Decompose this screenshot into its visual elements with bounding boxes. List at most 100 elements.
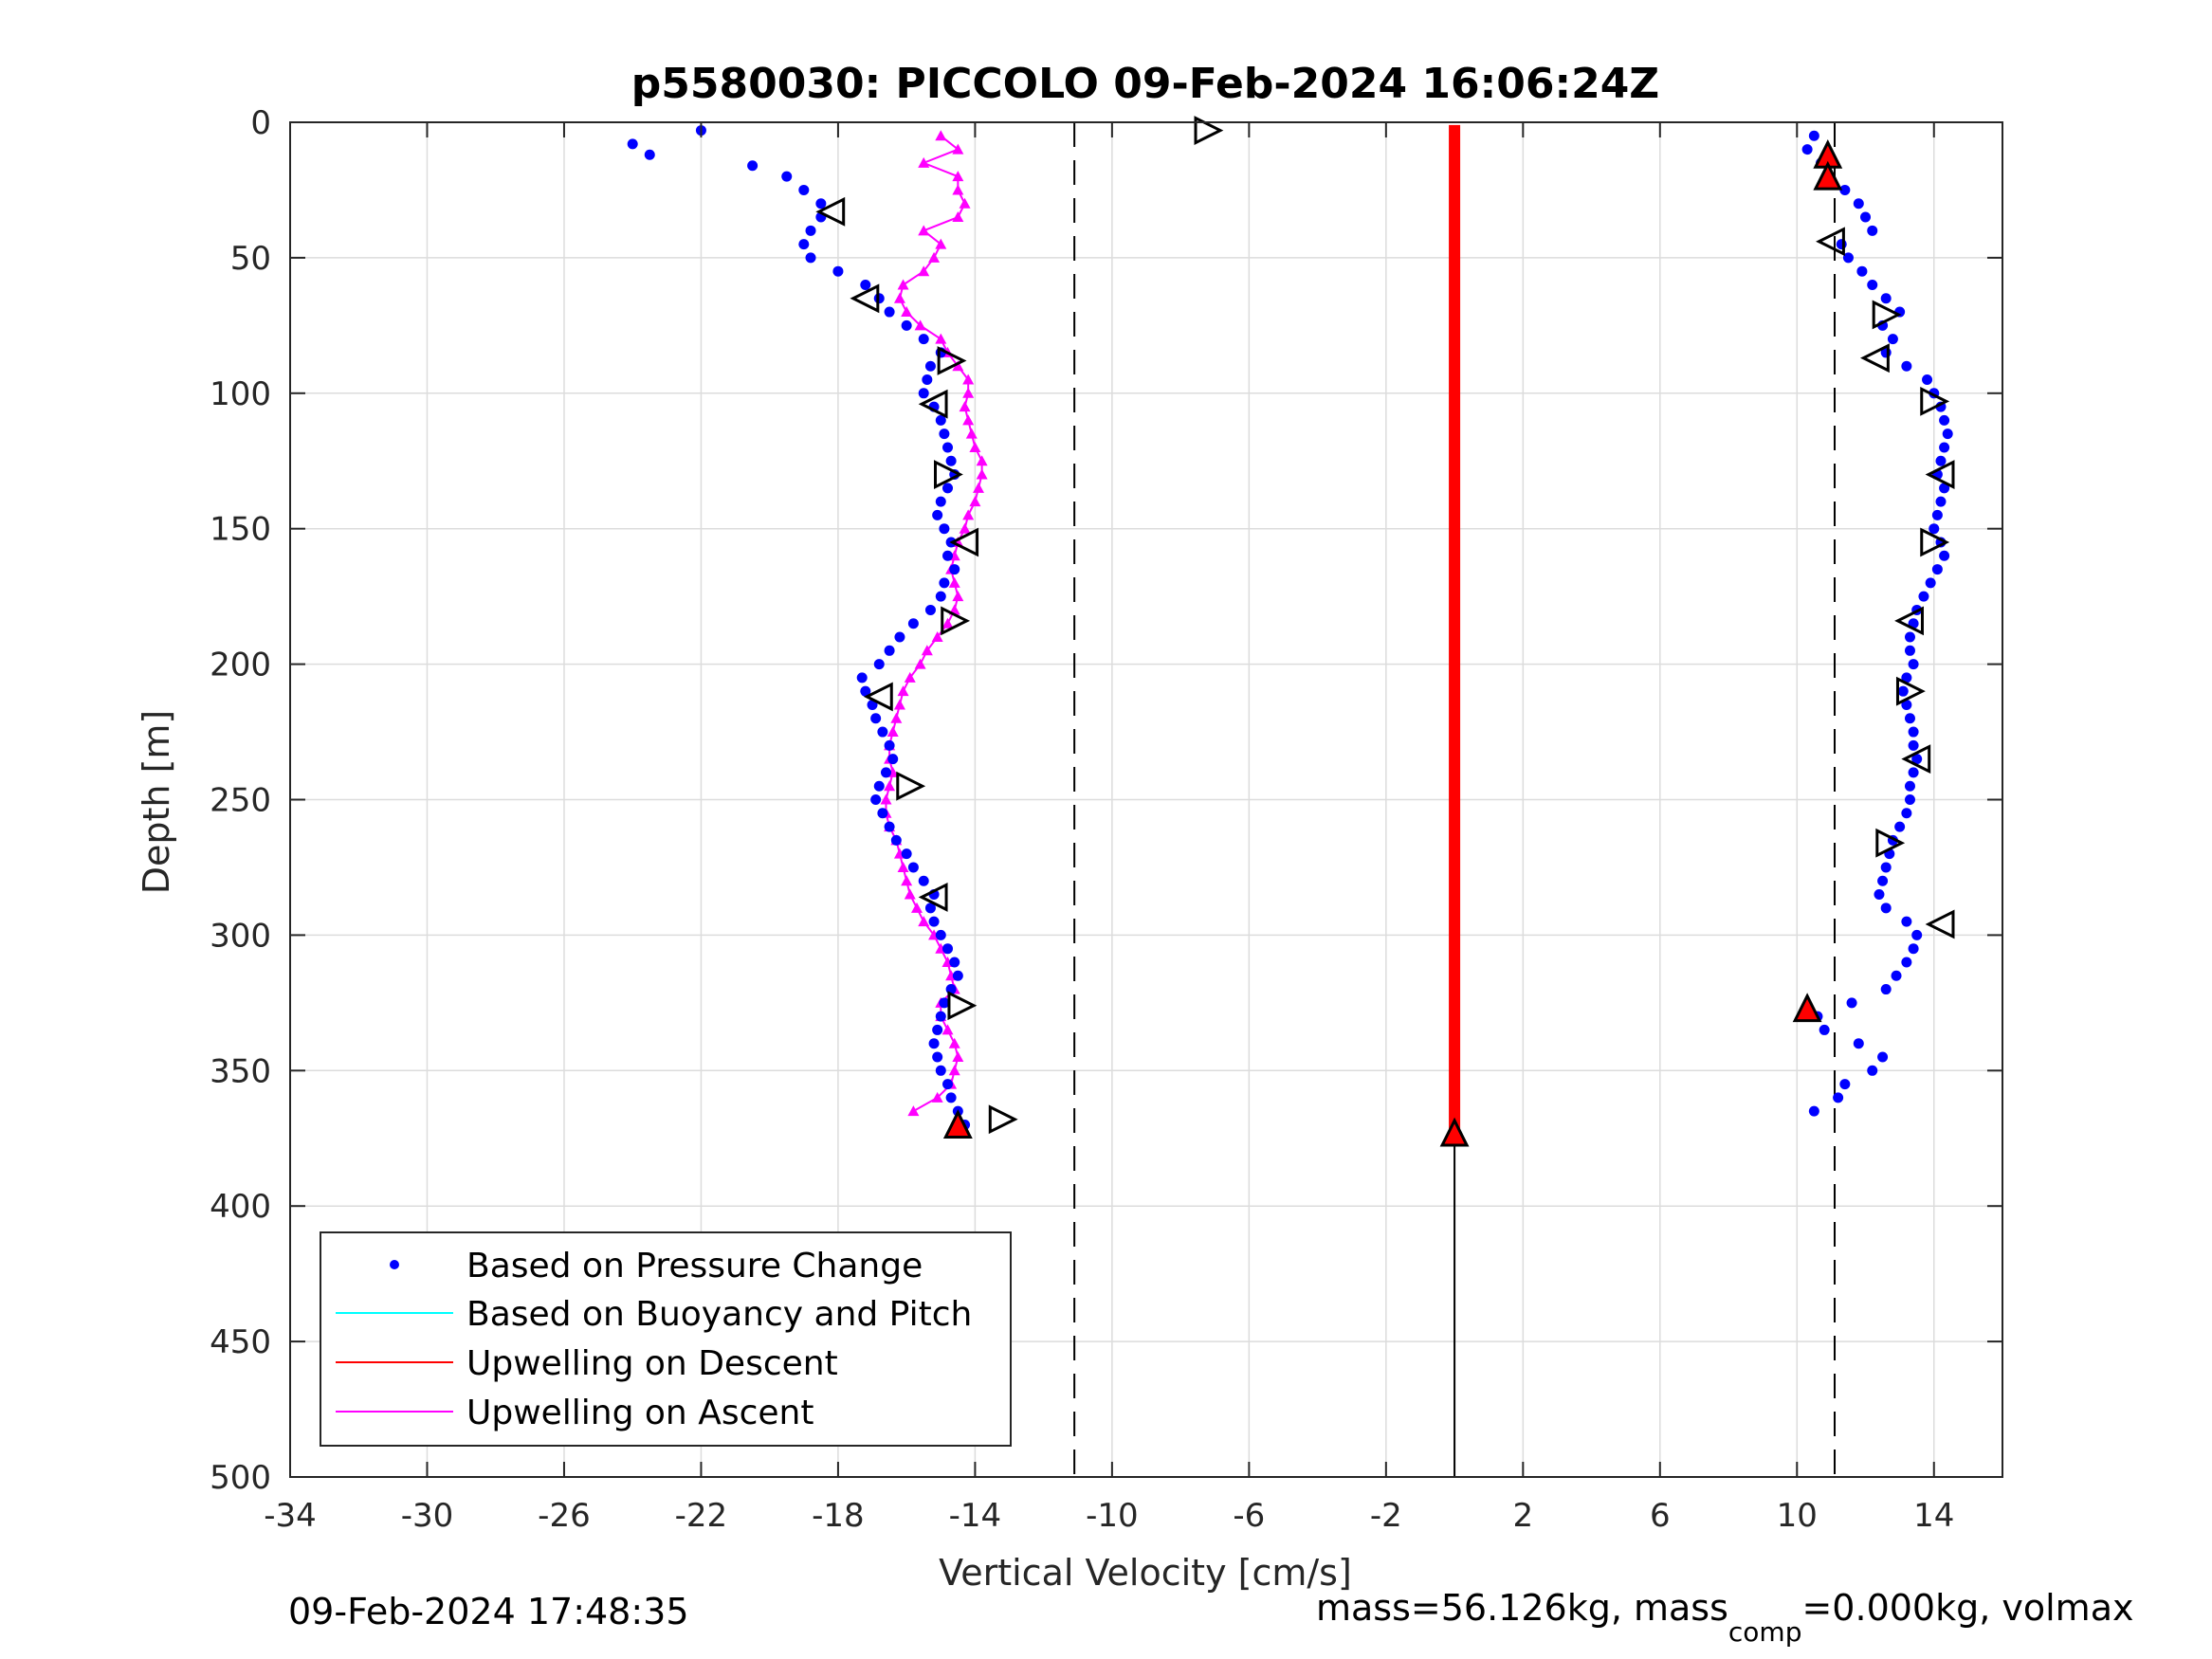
legend-box	[320, 1231, 1012, 1447]
pressure-point-descent	[1931, 509, 1943, 520]
pressure-point-ascent	[935, 414, 946, 426]
ascent-upwelling-point	[918, 156, 930, 168]
y-tick-label: 0	[250, 104, 271, 142]
pressure-point-ascent	[918, 875, 929, 886]
pressure-point-descent	[1836, 239, 1847, 250]
y-tick-label: 150	[210, 511, 271, 549]
pressure-point-descent	[1908, 726, 1919, 738]
ascent-triangle-marker	[850, 283, 880, 314]
ascent-upwelling-point	[952, 143, 964, 155]
pressure-point-ascent	[860, 685, 871, 697]
pressure-point-descent	[1808, 130, 1819, 141]
pressure-point-descent	[1925, 577, 1936, 589]
pressure-point-descent	[1833, 1092, 1844, 1103]
pressure-point-ascent	[928, 916, 940, 927]
ascent-upwelling-point	[928, 251, 941, 263]
pressure-point-ascent	[922, 374, 933, 386]
pressure-point-ascent	[907, 618, 919, 629]
pressure-point-descent	[1908, 739, 1919, 751]
pressure-point-ascent	[901, 319, 912, 331]
pressure-point-ascent	[884, 739, 895, 751]
pressure-point-ascent	[939, 523, 950, 535]
pressure-point-ascent	[884, 821, 895, 832]
pressure-point-ascent	[815, 198, 827, 210]
pressure-point-ascent	[942, 943, 954, 955]
data-marks	[627, 116, 1955, 1147]
pressure-point-descent	[1867, 225, 1878, 236]
legend: Based on Pressure Change Based on Buoyan…	[320, 1231, 1012, 1447]
pressure-point-descent	[1860, 211, 1872, 223]
pressure-point-ascent	[939, 997, 950, 1009]
ascent-upwelling-point	[935, 130, 947, 141]
ascent-upwelling-point	[904, 888, 916, 900]
descent-triangle-marker	[1901, 744, 1931, 775]
pressure-point-ascent	[870, 713, 882, 724]
ascent-upwelling-point	[952, 1051, 964, 1063]
pressure-point-descent	[1904, 631, 1915, 643]
legend-label-buoyancy: Based on Buoyancy and Pitch	[466, 1295, 972, 1334]
pressure-point-ascent	[939, 577, 950, 589]
y-tick-label: 250	[210, 782, 271, 820]
pressure-point-ascent	[877, 726, 888, 738]
x-tick-label: 10	[1777, 1497, 1818, 1535]
pressure-point-descent	[1880, 984, 1892, 995]
pressure-point-descent	[1918, 591, 1929, 602]
ascent-upwelling-point	[952, 360, 964, 372]
pressure-point-descent	[1908, 943, 1919, 955]
pressure-point-descent	[1839, 184, 1851, 195]
ascent-triangle-marker	[918, 882, 948, 912]
descent-triangle-marker	[1816, 227, 1845, 257]
pressure-point-ascent	[644, 149, 655, 160]
pressure-point-ascent	[877, 808, 888, 819]
pressure-point-descent	[1939, 483, 1950, 494]
pressure-point-descent	[1894, 821, 1906, 832]
descent-triangle-marker	[1925, 909, 1955, 939]
ascent-upwelling-point	[893, 292, 905, 303]
red-triangle-marker	[1792, 993, 1822, 1023]
pressure-point-ascent	[887, 754, 899, 765]
ascent-upwelling-point	[890, 712, 903, 723]
pressure-point-ascent	[935, 1065, 946, 1076]
pressure-point-descent	[1808, 1105, 1819, 1117]
pressure-point-ascent	[935, 929, 946, 940]
ascent-upwelling-point	[918, 265, 930, 277]
legend-label-pressure: Based on Pressure Change	[466, 1247, 923, 1285]
pressure-point-ascent	[798, 184, 810, 195]
pressure-point-ascent	[832, 265, 844, 277]
ascent-triangle-marker	[896, 771, 926, 801]
pressure-point-ascent	[949, 564, 960, 575]
ascent-upwelling-point	[962, 414, 975, 426]
pressure-point-ascent	[935, 1011, 946, 1022]
pressure-point-descent	[1908, 659, 1919, 670]
ascent-upwelling-point	[969, 496, 981, 507]
x-tick-label: 2	[1512, 1497, 1533, 1535]
descent-triangle-marker	[1875, 828, 1906, 858]
x-tick-label: -26	[538, 1497, 591, 1535]
ascent-upwelling-point	[948, 576, 960, 588]
descent-triangle-marker	[1894, 606, 1924, 636]
x-tick-label: -6	[1233, 1497, 1265, 1535]
ascent-upwelling-point	[897, 279, 909, 290]
descent-triangle-marker	[1920, 527, 1950, 557]
ascent-upwelling-point	[904, 671, 916, 683]
ascent-upwelling-point	[959, 197, 971, 209]
pressure-point-ascent	[952, 970, 963, 981]
pressure-point-ascent	[884, 645, 895, 656]
ascent-upwelling-point	[901, 875, 913, 886]
ascent-upwelling-point	[893, 699, 905, 710]
pressure-point-descent	[1939, 550, 1950, 561]
pressure-point-descent	[1901, 360, 1912, 372]
pressure-point-ascent	[860, 279, 871, 290]
pressure-point-ascent	[939, 428, 950, 440]
pressure-point-descent	[1874, 889, 1885, 901]
legend-label-ascent: Upwelling on Ascent	[466, 1394, 814, 1432]
pressure-point-ascent	[935, 496, 946, 507]
ascent-upwelling-point	[948, 1065, 960, 1076]
ascent-upwelling-point	[914, 319, 926, 331]
pressure-point-descent	[1901, 699, 1912, 710]
pressure-point-descent	[1901, 957, 1912, 968]
pressure-point-descent	[1853, 1038, 1864, 1049]
pressure-point-descent	[1901, 672, 1912, 684]
pressure-point-ascent	[942, 483, 954, 494]
ascent-upwelling-point	[880, 793, 892, 805]
